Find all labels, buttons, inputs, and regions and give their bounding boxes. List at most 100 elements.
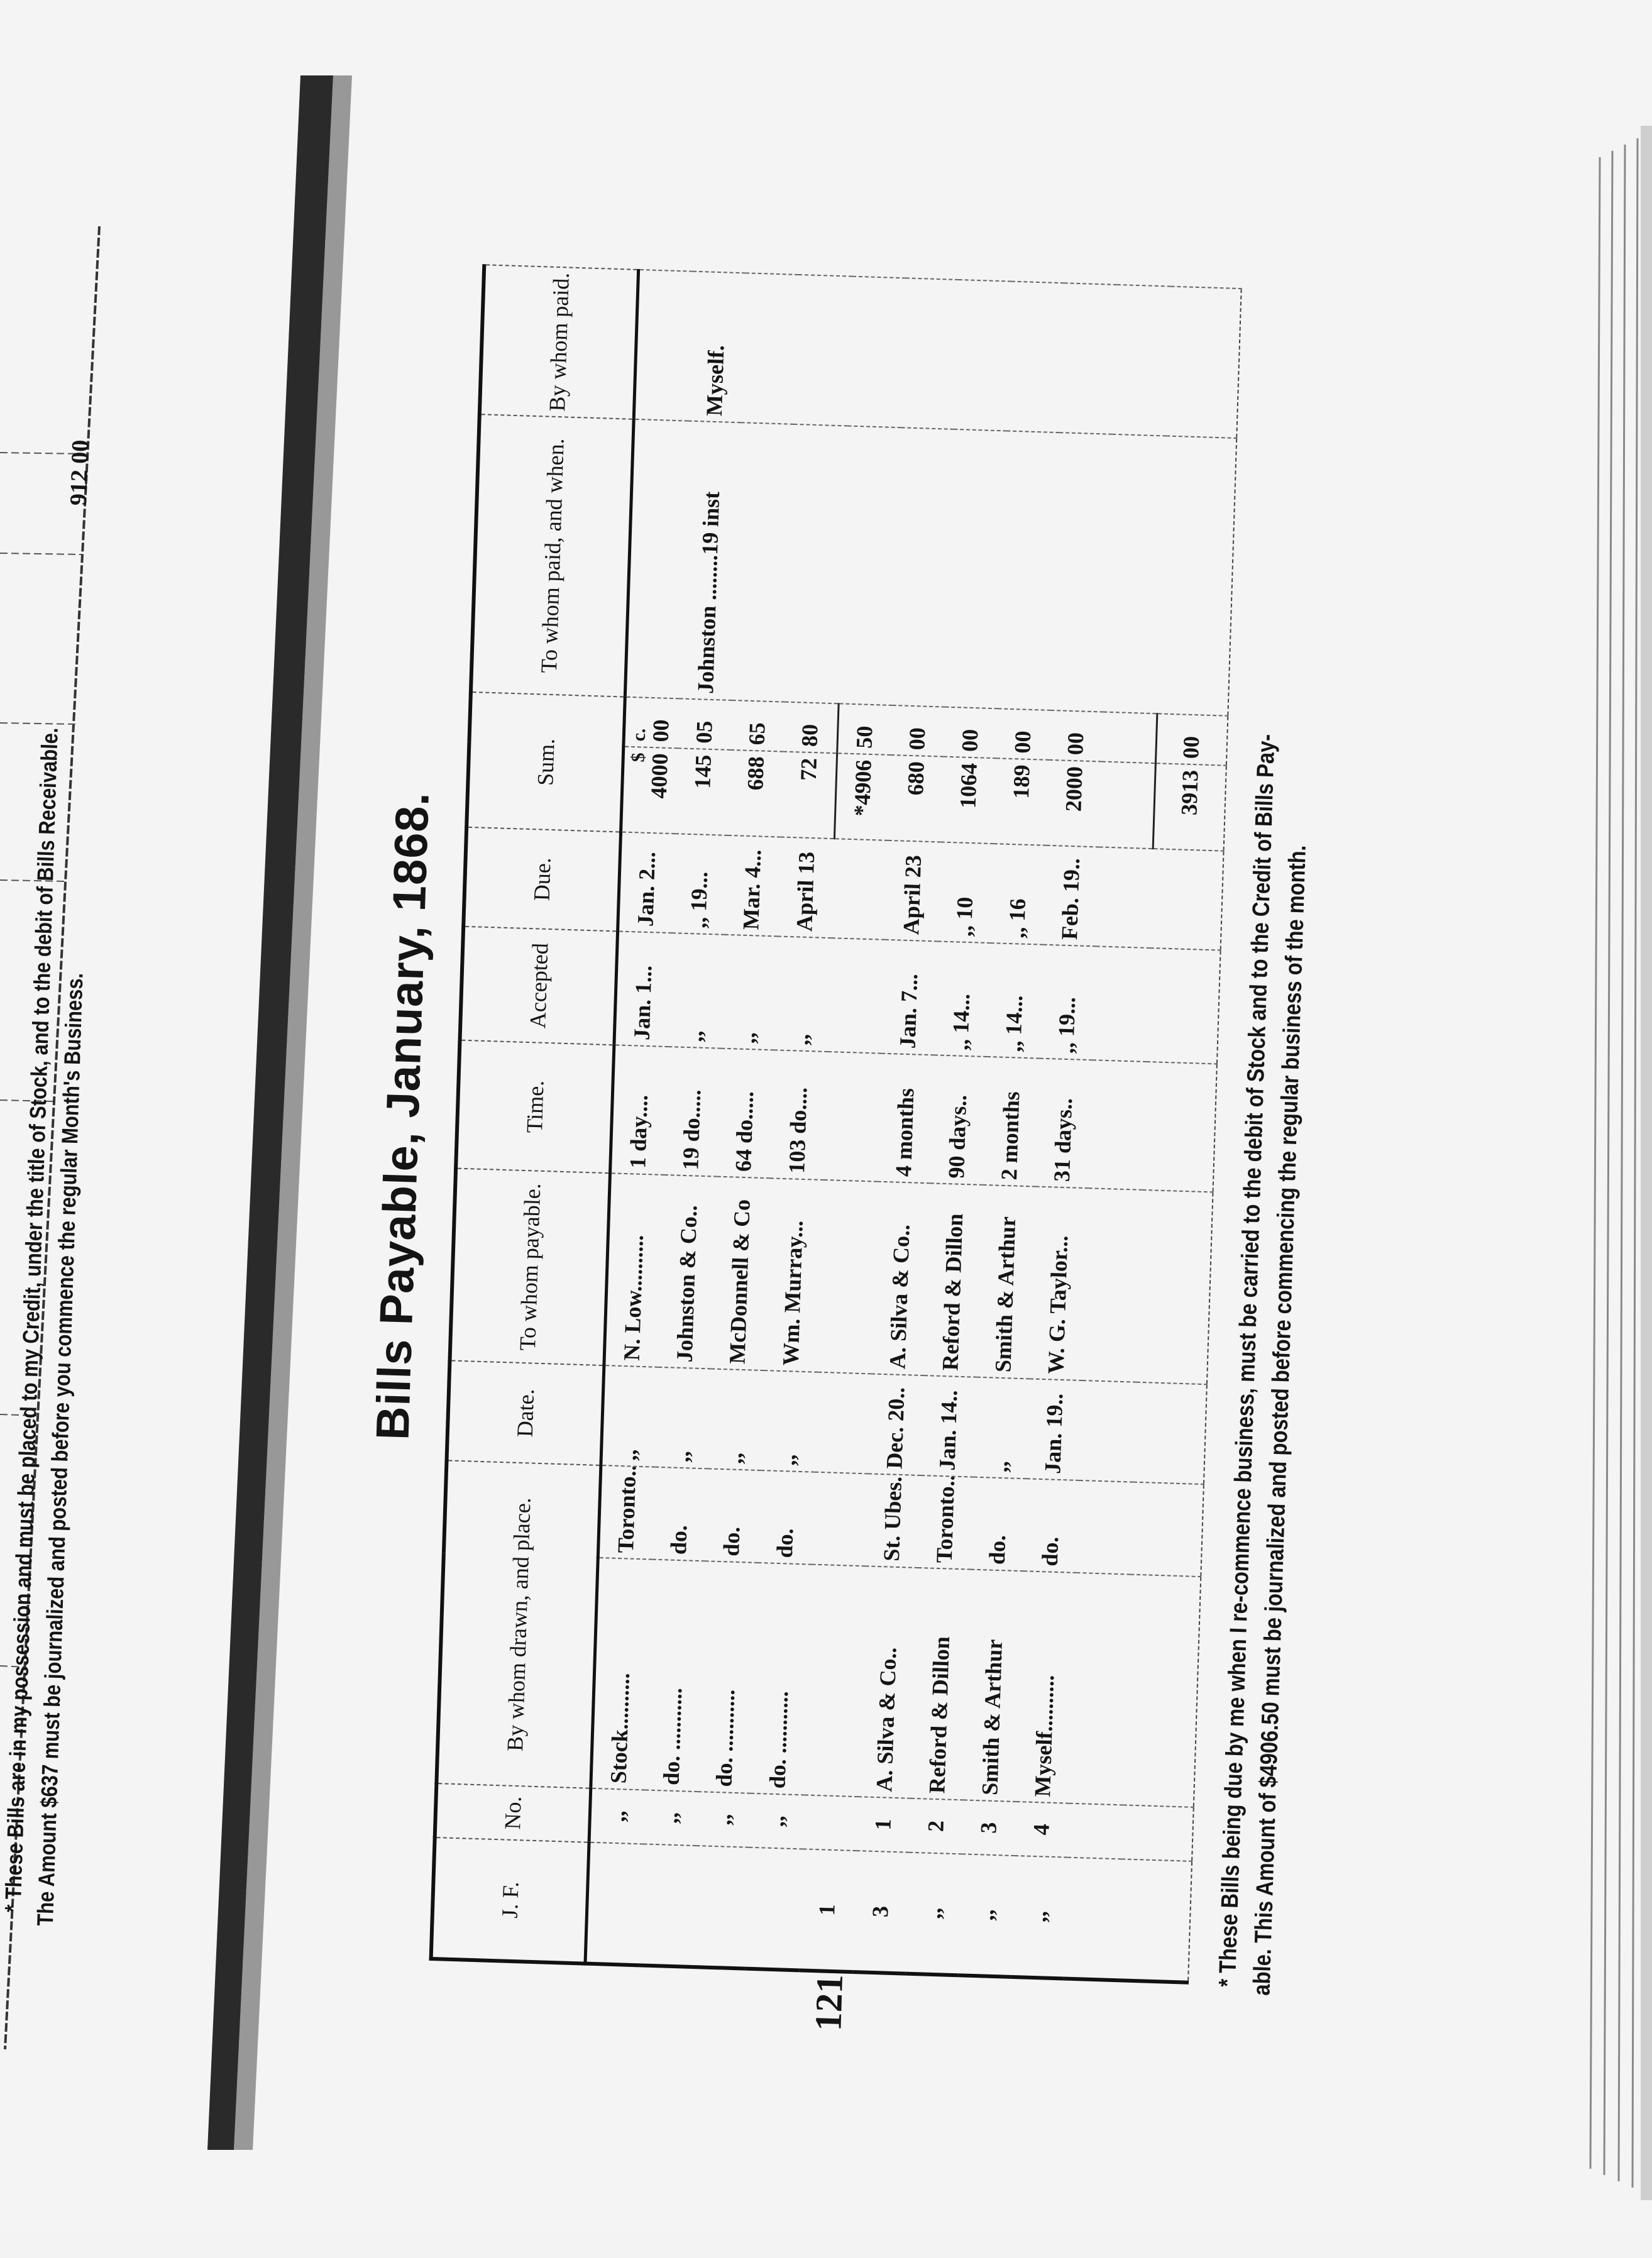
cell-text: do. ........... bbox=[658, 1687, 687, 1786]
cell-dollars: 1064 bbox=[940, 756, 997, 844]
cell-no: ,, bbox=[589, 1788, 646, 1844]
cell-time: 2 months bbox=[983, 1056, 1040, 1187]
cell-text: 00 bbox=[1010, 730, 1036, 754]
cell-place: St. Ubes. bbox=[865, 1473, 922, 1568]
cell-accepted: Jan. 7... bbox=[881, 939, 938, 1055]
cell-place: do. bbox=[652, 1467, 708, 1561]
cell-text: Wm. Murray... bbox=[778, 1220, 808, 1367]
col-no: No. bbox=[434, 1783, 591, 1842]
cell-text: do. bbox=[666, 1524, 692, 1555]
cell-cents: 50 bbox=[837, 703, 893, 755]
col-payable: To whom payable. bbox=[449, 1168, 610, 1366]
cell-no: ,, bbox=[749, 1793, 805, 1849]
cell-text: 2000 bbox=[1060, 766, 1088, 812]
cell-dollars: 680 bbox=[888, 754, 944, 842]
cell-text: do. bbox=[771, 1528, 798, 1558]
cell-text: ,, bbox=[604, 1810, 631, 1822]
total-cents: 00 bbox=[1155, 713, 1228, 766]
cell-text: do. ........... bbox=[711, 1688, 740, 1788]
cell-drawer: Reford & Dillon bbox=[910, 1567, 971, 1800]
total-no bbox=[1121, 1805, 1194, 1861]
cell-payable: Smith & Arthur bbox=[977, 1184, 1036, 1379]
cell-drawer: Stock.......... bbox=[590, 1557, 653, 1790]
cell-payable: Wm. Murray... bbox=[764, 1178, 824, 1372]
total-paid-by bbox=[1165, 286, 1242, 438]
cell-paid-by bbox=[847, 276, 906, 428]
cell-time: 90 days.. bbox=[930, 1055, 988, 1185]
cell-due: Jan. 2... bbox=[617, 832, 676, 933]
cell-text: Mar. 4... bbox=[738, 849, 766, 930]
cell-accepted: ,, bbox=[721, 934, 778, 1050]
cell-text: ,, bbox=[763, 1815, 789, 1827]
cell-text: ,, bbox=[1026, 1910, 1052, 1923]
cell-text: ,, bbox=[615, 1448, 642, 1462]
cell-text: 103 do.... bbox=[784, 1086, 812, 1174]
cell-payable: Reford & Dillon bbox=[924, 1183, 983, 1377]
cell-jf bbox=[585, 1842, 644, 1966]
cell-payable bbox=[1082, 1188, 1143, 1382]
cell-no bbox=[802, 1795, 859, 1851]
cell-accepted bbox=[1093, 946, 1150, 1062]
cell-text: 1 bbox=[814, 1903, 840, 1916]
cell-due bbox=[1096, 847, 1154, 949]
cell-text: do. bbox=[984, 1534, 1011, 1565]
cell-text: ,, bbox=[788, 1033, 814, 1046]
col-paid-by: By whom paid. bbox=[479, 265, 639, 419]
cell-due: April 23 bbox=[884, 840, 941, 942]
cell-text: do. bbox=[719, 1526, 745, 1557]
total-dollars: 3913 bbox=[1153, 763, 1226, 851]
cell-jf: 3 bbox=[852, 1851, 910, 1974]
cell-jf bbox=[1064, 1857, 1121, 1981]
cell-text: 3 bbox=[976, 1822, 1002, 1834]
cell-due: ,, 10 bbox=[937, 842, 994, 944]
cell-text: ,, bbox=[681, 1030, 708, 1042]
cell-paid-to bbox=[839, 426, 901, 705]
cell-cents: 65 bbox=[730, 700, 785, 752]
cell-place: Toronto.. bbox=[598, 1465, 656, 1560]
cell-place: do. bbox=[1023, 1479, 1080, 1573]
cell-text: Myself.......... bbox=[1030, 1674, 1059, 1797]
cell-text: Toronto.. bbox=[613, 1465, 641, 1553]
cell-text: Toronto.. bbox=[931, 1475, 960, 1563]
cell-text: 19 do..... bbox=[678, 1089, 706, 1170]
cell-paid-by bbox=[741, 273, 799, 424]
cell-cents: 00 bbox=[996, 708, 1051, 760]
cell-payable bbox=[817, 1179, 878, 1374]
cell-text: W. G. Taylor... bbox=[1043, 1235, 1073, 1375]
col-due: Due. bbox=[463, 827, 621, 932]
cell-paid-by: Myself. bbox=[688, 271, 746, 423]
cell-payable: N. Low.......... bbox=[603, 1173, 664, 1367]
cell-payable: W. G. Taylor... bbox=[1030, 1186, 1089, 1381]
cell-text: 00 bbox=[904, 727, 930, 751]
col-date: Date. bbox=[446, 1360, 604, 1466]
cell-text: 00 bbox=[957, 729, 983, 752]
cell-place: Toronto.. bbox=[918, 1475, 974, 1570]
cell-paid-to bbox=[1050, 432, 1113, 712]
cell-text: ,, 14... bbox=[1000, 994, 1028, 1052]
cell-due: April 13 bbox=[777, 837, 835, 939]
total-payable bbox=[1136, 1189, 1213, 1385]
cell-text: Feb. 19.. bbox=[1057, 857, 1085, 940]
cell-date: Jan. 19.. bbox=[1027, 1379, 1083, 1480]
cell-date: Dec. 20.. bbox=[868, 1374, 925, 1476]
cell-no: 1 bbox=[856, 1797, 911, 1853]
cell-drawer: do. ........... bbox=[698, 1561, 758, 1793]
cell-paid-by bbox=[634, 269, 693, 421]
cell-text: A. Silva & Co.. bbox=[871, 1646, 901, 1793]
left-page-table-border bbox=[4, 226, 101, 2050]
cell-text: Smith & Arthur bbox=[977, 1639, 1008, 1796]
cell-no bbox=[1067, 1803, 1123, 1859]
cell-text: ,, 10 bbox=[951, 896, 978, 937]
cell-jf: ,, bbox=[905, 1852, 962, 1976]
cell-accepted bbox=[827, 938, 885, 1054]
cell-place bbox=[1076, 1480, 1133, 1575]
total-paid-to bbox=[1157, 436, 1237, 716]
cell-accepted: ,, 14... bbox=[987, 943, 1044, 1059]
cell-time bbox=[1088, 1060, 1147, 1190]
cell-text: 65 bbox=[744, 722, 770, 746]
cell-paid-by bbox=[1006, 281, 1064, 433]
cell-dollars: $4000 bbox=[620, 746, 678, 834]
cell-text: 2 bbox=[923, 1820, 949, 1832]
cell-jf bbox=[692, 1846, 749, 1969]
col-drawn-by: By whom drawn, and place. bbox=[436, 1460, 601, 1788]
